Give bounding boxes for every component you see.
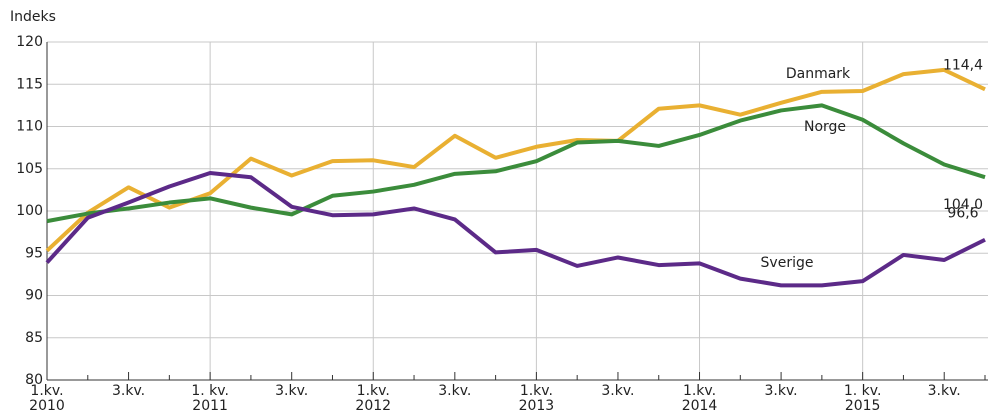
y-tick-label: 105	[16, 161, 43, 177]
y-tick-label: 80	[25, 372, 43, 388]
line-series	[45, 170, 986, 288]
x-tick-label: 1.kv. 2014	[681, 383, 718, 414]
y-tick-label: 85	[25, 330, 43, 346]
x-tick-label: 3.kv.	[601, 383, 635, 399]
value-label: 96,6	[947, 206, 978, 222]
y-tick-label: 100	[16, 203, 43, 219]
x-tick-label: 3.kv.	[764, 383, 798, 399]
x-tick-label: 3.kv.	[438, 383, 472, 399]
line-series	[46, 103, 986, 224]
x-tick-label: 1.kv. 2012	[355, 383, 392, 414]
y-tick-label: 120	[16, 34, 43, 50]
x-tick-label: 3.kv.	[112, 383, 146, 399]
x-tick-label: 3.kv.	[275, 383, 309, 399]
line-series	[45, 67, 986, 253]
value-label: 114,4	[943, 57, 983, 73]
x-tick-label: 3.kv.	[927, 383, 961, 399]
y-tick-label: 95	[25, 245, 43, 261]
y-tick-label: 90	[25, 288, 43, 304]
x-tick-label: 1.kv. 2013	[518, 383, 555, 414]
series-label: Norge	[804, 119, 846, 135]
value-label: 104,0	[943, 197, 983, 213]
y-tick-label: 110	[16, 119, 43, 135]
x-tick-label: 1. kv. 2011	[191, 383, 229, 414]
y-tick-label: 115	[16, 76, 43, 92]
series-label: Sverige	[761, 255, 814, 271]
x-tick-label: 1.kv. 2010	[29, 383, 65, 414]
series-label: Danmark	[786, 66, 851, 82]
x-tick-label: 1. kv. 2015	[843, 383, 882, 414]
y-axis-title: Indeks	[10, 9, 56, 25]
